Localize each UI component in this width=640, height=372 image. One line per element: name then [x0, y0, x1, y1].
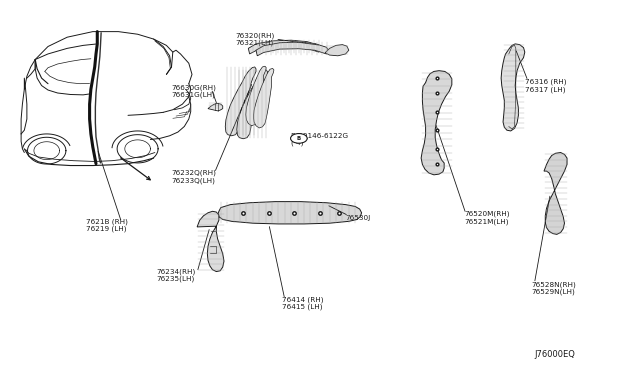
Polygon shape	[248, 40, 321, 54]
Polygon shape	[197, 211, 224, 272]
Text: B 09146-6122G
( 4): B 09146-6122G ( 4)	[291, 133, 348, 146]
Text: 76630G(RH)
76631G(LH): 76630G(RH) 76631G(LH)	[172, 84, 216, 98]
Text: B: B	[297, 136, 301, 141]
Text: 76234(RH)
76235(LH): 76234(RH) 76235(LH)	[157, 268, 196, 282]
Polygon shape	[246, 66, 266, 126]
Polygon shape	[501, 44, 525, 131]
Text: 76232Q(RH)
76233Q(LH): 76232Q(RH) 76233Q(LH)	[172, 170, 216, 184]
Text: 76320(RH)
76321(LH): 76320(RH) 76321(LH)	[236, 32, 275, 46]
Polygon shape	[325, 45, 349, 56]
Polygon shape	[208, 103, 223, 111]
Polygon shape	[225, 67, 256, 136]
Text: 76316 (RH)
76317 (LH): 76316 (RH) 76317 (LH)	[525, 78, 566, 93]
Text: J76000EQ: J76000EQ	[534, 350, 575, 359]
Polygon shape	[253, 68, 274, 128]
Polygon shape	[237, 70, 268, 139]
Text: 76414 (RH)
76415 (LH): 76414 (RH) 76415 (LH)	[282, 296, 323, 310]
Text: 76528N(RH)
76529N(LH): 76528N(RH) 76529N(LH)	[531, 281, 576, 295]
Text: 76520M(RH)
76521M(LH): 76520M(RH) 76521M(LH)	[464, 211, 509, 225]
Circle shape	[291, 134, 307, 143]
Polygon shape	[218, 202, 362, 224]
Polygon shape	[544, 153, 567, 234]
Polygon shape	[421, 71, 452, 175]
Polygon shape	[256, 42, 329, 56]
Text: 76530J: 76530J	[346, 215, 371, 221]
Text: 7621B (RH)
76219 (LH): 7621B (RH) 76219 (LH)	[86, 218, 128, 232]
